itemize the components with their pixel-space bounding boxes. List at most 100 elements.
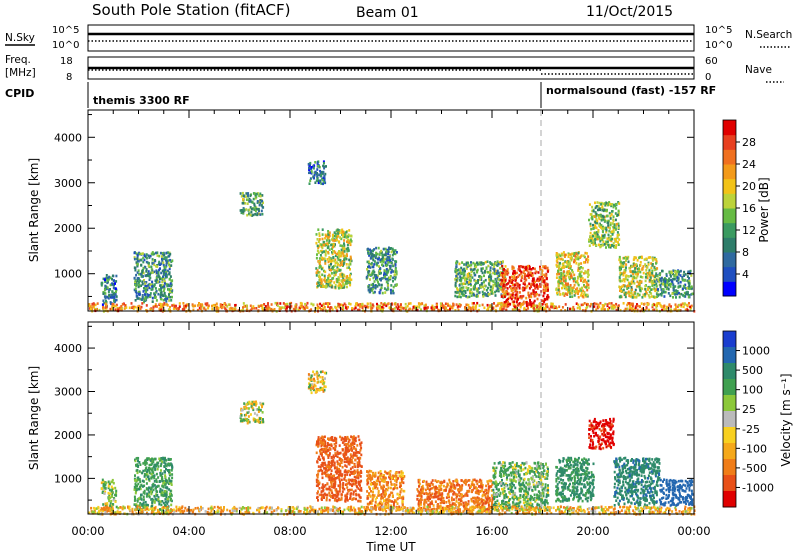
range-time-cell (381, 256, 384, 260)
range-time-cell (332, 276, 335, 280)
range-time-cell (316, 249, 319, 252)
range-time-cell (609, 202, 611, 206)
range-time-cell (383, 257, 386, 261)
range-time-cell (461, 292, 464, 296)
range-time-cell (589, 224, 592, 228)
range-time-cell (628, 284, 631, 287)
range-time-cell (343, 274, 346, 278)
range-time-cell (152, 460, 155, 464)
range-time-cell (547, 270, 549, 273)
range-time-cell (329, 281, 332, 284)
range-time-cell (141, 302, 144, 305)
range-time-cell (655, 262, 657, 265)
range-time-cell (517, 298, 519, 301)
range-time-cell (309, 167, 312, 171)
range-time-cell (569, 257, 572, 260)
range-time-cell (163, 285, 166, 288)
range-time-cell (639, 275, 642, 279)
range-time-cell (378, 272, 381, 275)
range-time-cell (373, 260, 376, 263)
range-time-cell (627, 286, 630, 289)
range-time-cell (636, 303, 638, 306)
range-time-cell (354, 304, 357, 308)
range-time-cell (568, 277, 571, 281)
range-time-cell (343, 302, 346, 306)
range-time-cell (577, 292, 579, 295)
range-time-cell (464, 291, 467, 294)
range-time-cell (139, 485, 141, 489)
range-time-cell (690, 293, 693, 296)
range-time-cell (134, 491, 137, 495)
range-time-cell (109, 501, 112, 505)
range-time-cell (347, 305, 349, 309)
range-time-cell (320, 243, 323, 247)
range-time-cell (632, 270, 635, 273)
range-time-cell (244, 417, 247, 421)
range-time-cell (474, 265, 477, 269)
range-time-cell (304, 302, 307, 306)
range-time-cell (391, 247, 394, 251)
range-time-cell (580, 262, 583, 265)
range-time-cell (284, 304, 287, 308)
range-time-cell (316, 168, 319, 171)
range-time-cell (170, 492, 173, 496)
range-time-cell (504, 270, 507, 273)
range-time-cell (192, 305, 195, 308)
range-time-cell (135, 503, 138, 506)
range-time-cell (598, 305, 601, 309)
range-time-cell (153, 494, 156, 498)
range-time-cell (560, 281, 563, 285)
range-time-cell (376, 261, 379, 265)
range-time-cell (156, 254, 159, 257)
range-time-cell (659, 284, 662, 287)
range-time-cell (678, 295, 681, 299)
range-time-cell (465, 303, 468, 307)
range-time-cell (318, 180, 321, 184)
range-time-cell (404, 306, 407, 309)
range-time-cell (165, 270, 167, 274)
range-time-cell (323, 371, 326, 375)
range-time-cell (512, 291, 515, 295)
range-time-cell (148, 471, 151, 475)
range-time-cell (498, 286, 500, 290)
range-time-cell (115, 505, 118, 509)
range-time-cell (418, 306, 421, 309)
range-time-cell (657, 278, 660, 282)
range-time-cell (602, 304, 605, 308)
range-time-cell (625, 266, 627, 269)
range-time-cell (316, 270, 319, 274)
range-time-cell (154, 497, 157, 501)
range-time-cell (578, 262, 581, 266)
range-time-cell (163, 269, 166, 272)
range-time-cell (241, 191, 244, 195)
range-time-cell (639, 289, 642, 292)
range-time-cell (320, 279, 323, 282)
range-time-cell (478, 304, 481, 307)
range-time-cell (461, 282, 464, 286)
range-time-cell (112, 295, 115, 299)
range-time-cell (530, 295, 533, 299)
range-time-cell (423, 306, 426, 310)
range-time-cell (568, 272, 571, 276)
range-time-cell (495, 280, 498, 283)
range-time-cell (351, 466, 354, 469)
range-time-cell (144, 274, 147, 277)
range-time-cell (148, 478, 151, 481)
range-time-cell (619, 271, 622, 275)
range-time-cell (466, 273, 469, 276)
range-time-cell (157, 272, 160, 276)
range-time-cell (622, 284, 625, 287)
range-time-cell (316, 284, 319, 288)
range-time-cell (376, 306, 379, 310)
range-time-cell (394, 249, 397, 252)
range-time-cell (455, 291, 458, 294)
range-time-cell (455, 272, 458, 276)
range-time-cell (115, 295, 118, 298)
range-time-cell (321, 237, 324, 241)
range-time-cell (261, 404, 264, 408)
range-time-cell (520, 272, 523, 275)
range-time-cell (633, 256, 636, 259)
range-time-cell (326, 302, 329, 305)
range-time-cell (346, 275, 349, 278)
range-time-cell (556, 291, 558, 295)
